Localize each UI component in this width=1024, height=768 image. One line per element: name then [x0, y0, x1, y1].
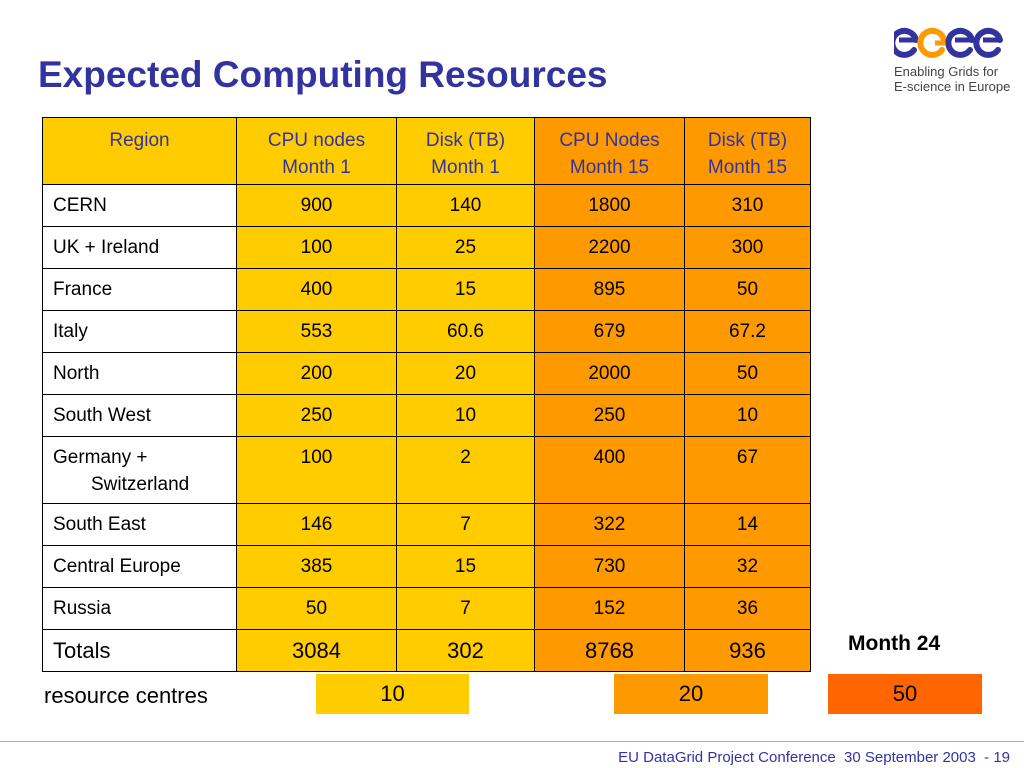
cpu-month15-cell: 730 — [534, 545, 685, 588]
footer-divider — [0, 741, 1024, 742]
totals-row: Totals 3084 302 8768 936 — [42, 629, 811, 672]
disk-month1-cell: 7 — [396, 587, 535, 630]
disk-month1-cell: 140 — [396, 184, 535, 227]
cpu-month15-cell: 679 — [534, 310, 685, 353]
region-cell: Russia — [42, 587, 237, 630]
disk-month15-cell: 32 — [684, 545, 811, 588]
cpu-month15-cell: 2200 — [534, 226, 685, 269]
cpu-month1-cell: 400 — [236, 268, 397, 311]
disk-month15-cell: 67.2 — [684, 310, 811, 353]
cpu-month15-cell: 895 — [534, 268, 685, 311]
slide-title: Expected Computing Resources — [38, 54, 608, 95]
cpu-month1-cell: 100 — [236, 226, 397, 269]
total-cpu-month1: 3084 — [236, 629, 397, 672]
header-disk-month1: Disk (TB) Month 1 — [396, 117, 535, 185]
disk-month1-cell: 10 — [396, 394, 535, 437]
disk-month1-cell: 15 — [396, 268, 535, 311]
cpu-month1-cell: 50 — [236, 587, 397, 630]
disk-month1-cell: 20 — [396, 352, 535, 395]
resources-table: Region CPU nodes Month 1 Disk (TB) Month 1… — [42, 117, 811, 672]
cpu-month1-cell: 146 — [236, 503, 397, 546]
disk-month15-cell: 14 — [684, 503, 811, 546]
cpu-month15-cell: 322 — [534, 503, 685, 546]
cpu-month15-cell: 2000 — [534, 352, 685, 395]
table-row: South East 146 7 322 14 — [42, 503, 811, 546]
disk-month15-cell: 50 — [684, 352, 811, 395]
footer-text: EU DataGrid Project Conference 30 Septem… — [618, 749, 1010, 766]
region-cell: CERN — [42, 184, 237, 227]
resource-centres-month24: 50 — [828, 674, 982, 714]
region-cell: South East — [42, 503, 237, 546]
egee-logo: Enabling Grids for E-science in Europe — [889, 20, 1014, 94]
month24-label: Month 24 — [848, 632, 941, 655]
disk-month1-cell: 25 — [396, 226, 535, 269]
header-region: Region — [42, 117, 237, 185]
cpu-month15-cell: 152 — [534, 587, 685, 630]
cpu-month1-cell: 200 — [236, 352, 397, 395]
total-disk-month15: 936 — [684, 629, 811, 672]
total-disk-month1: 302 — [396, 629, 535, 672]
region-cell: South West — [42, 394, 237, 437]
table-header-row: Region CPU nodes Month 1 Disk (TB) Month 1… — [42, 117, 811, 185]
region-cell: North — [42, 352, 237, 395]
disk-month15-cell: 67 — [684, 436, 811, 504]
disk-month1-cell: 7 — [396, 503, 535, 546]
disk-month15-cell: 50 — [684, 268, 811, 311]
table-row: South West 250 10 250 10 — [42, 394, 811, 437]
header-disk-month15: Disk (TB) Month 15 — [684, 117, 811, 185]
cpu-month1-cell: 385 — [236, 545, 397, 588]
resource-centres-month15: 20 — [614, 674, 768, 714]
header-cpu-month15: CPU Nodes Month 15 — [534, 117, 685, 185]
logo-tagline: Enabling Grids for E-science in Europe — [894, 64, 1010, 94]
table-row: North 200 20 2000 50 — [42, 352, 811, 395]
table-row: Germany + Switzerland 100 2 400 67 — [42, 436, 811, 504]
cpu-month1-cell: 250 — [236, 394, 397, 437]
region-line2: Switzerland — [91, 474, 190, 495]
cpu-month1-cell: 553 — [236, 310, 397, 353]
egee-logo-icon — [889, 27, 1003, 58]
table-row: UK + Ireland 100 25 2200 300 — [42, 226, 811, 269]
disk-month15-cell: 300 — [684, 226, 811, 269]
cpu-month15-cell: 400 — [534, 436, 685, 504]
disk-month1-cell: 2 — [396, 436, 535, 504]
total-cpu-month15: 8768 — [534, 629, 685, 672]
region-line1: Germany + — [53, 447, 148, 468]
disk-month15-cell: 310 — [684, 184, 811, 227]
logo-tagline-line2: E-science in Europe — [894, 79, 1011, 94]
cpu-month15-cell: 1800 — [534, 184, 685, 227]
table-row: Russia 50 7 152 36 — [42, 587, 811, 630]
header-cpu-month1: CPU nodes Month 1 — [236, 117, 397, 185]
disk-month1-cell: 60.6 — [396, 310, 535, 353]
disk-month15-cell: 10 — [684, 394, 811, 437]
table-row: CERN 900 140 1800 310 — [42, 184, 811, 227]
region-cell: Italy — [42, 310, 237, 353]
table-row: Central Europe 385 15 730 32 — [42, 545, 811, 588]
region-cell: Central Europe — [42, 545, 237, 588]
region-cell: France — [42, 268, 237, 311]
cpu-month1-cell: 100 — [236, 436, 397, 504]
cpu-month15-cell: 250 — [534, 394, 685, 437]
logo-tagline-line1: Enabling Grids for — [894, 64, 999, 79]
resource-centres-month1: 10 — [316, 674, 469, 714]
resource-centres-label: resource centres — [44, 683, 208, 708]
totals-label: Totals — [42, 629, 237, 672]
disk-month15-cell: 36 — [684, 587, 811, 630]
disk-month1-cell: 15 — [396, 545, 535, 588]
region-cell: UK + Ireland — [42, 226, 237, 269]
region-cell: Germany + Switzerland — [42, 436, 237, 504]
table-row: Italy 553 60.6 679 67.2 — [42, 310, 811, 353]
cpu-month1-cell: 900 — [236, 184, 397, 227]
table-row: France 400 15 895 50 — [42, 268, 811, 311]
